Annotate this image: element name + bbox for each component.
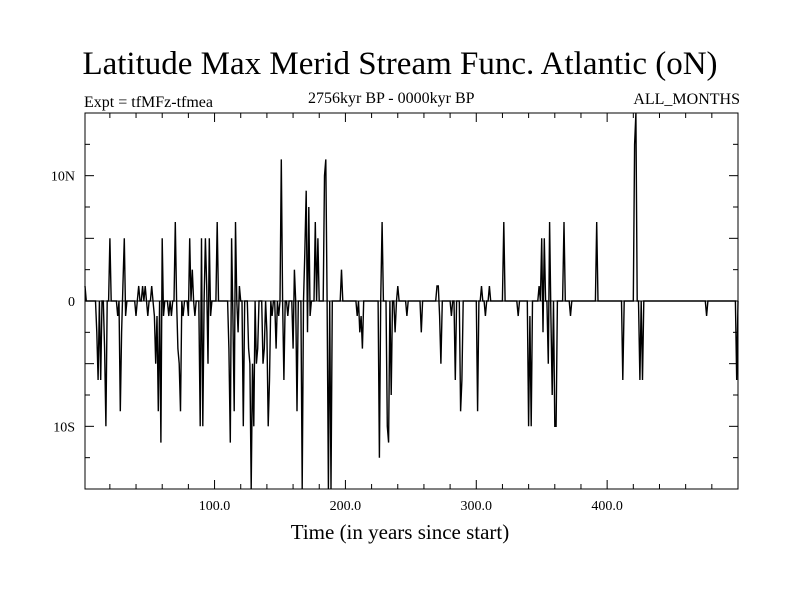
axis-tick-labels: 100.0 200.0 300.0 400.0 10N 0 10S (51, 170, 623, 514)
axis-ticks (85, 113, 738, 489)
months-label: ALL_MONTHS (633, 91, 740, 108)
experiment-label: Expt = tfMFz-tfmea (84, 94, 213, 111)
y-tick-label: 0 (68, 295, 75, 310)
x-tick-label: 300.0 (461, 499, 493, 514)
chart-title: Latitude Max Merid Stream Func. Atlantic… (82, 46, 718, 82)
time-period-label: 2756kyr BP - 0000kyr BP (308, 90, 475, 107)
y-tick-label: 10N (51, 170, 75, 185)
x-tick-label: 200.0 (330, 499, 362, 514)
x-tick-label: 400.0 (591, 499, 623, 514)
y-tick-label: 10S (53, 420, 75, 435)
x-tick-label: 100.0 (199, 499, 231, 514)
series-line-tfMFz-tfmea (84, 112, 739, 490)
x-axis-label: Time (in years since start) (290, 520, 510, 544)
